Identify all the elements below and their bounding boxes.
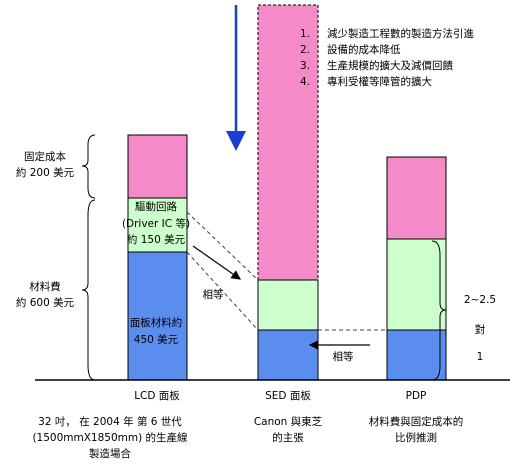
lcd-driver [127,197,188,253]
pdp-fixed [386,156,447,240]
list-item: 專利受權等障管的擴大 [327,75,432,88]
dashed-links [186,211,387,331]
list-item: 減少製造工程數的製造方法引進 [327,27,474,40]
list-item: 設備的成本降低 [327,43,401,56]
list-number: 4. [300,76,310,88]
category-label: LCD 面板 [134,389,180,402]
note: 32 吋， 在 2004 年 第 6 世代 [38,415,182,428]
note: Canon 與東芝 [254,415,323,428]
material-label: 約 600 美元 [16,296,75,309]
list-item: 生產規模的擴大及減價回饋 [327,59,453,72]
category-label: PDP [406,390,427,402]
list-number: 3. [300,60,310,72]
list-number: 1. [300,28,310,40]
note: (1500mmX1850mm) 的生產線 [32,431,188,444]
fixed-cost-label: 約 200 美元 [16,166,75,179]
note: 製造場合 [89,447,131,460]
lcd-fixed [127,134,188,199]
list-number: 2. [300,44,310,56]
note: 的主張 [272,431,304,444]
pdp-driver [386,238,447,331]
panel-label: 面板材料約 [130,316,183,329]
pdp-panel [386,329,447,381]
texts: 1. 減少製造工程數的製造方法引進 2. 設備的成本降低 3. 生產規模的擴大及減價回饋 4… [16,27,496,460]
category-label: SED 面板 [265,389,311,402]
fixed-cost-label: 固定成本 [24,150,66,163]
sed-panel [257,329,319,381]
equal-label: 相等 [203,288,224,301]
lcd-panel [127,251,188,381]
braces [81,134,447,381]
driver-label: (Driver IC 等) [122,217,190,230]
driver-label: 驅動回路 [135,200,177,213]
note: 比例推測 [395,431,437,444]
equal-label: 相等 [333,350,354,363]
driver-label: 約 150 美元 [127,233,186,246]
sed-driver [257,279,319,331]
equal-arrow [192,245,241,280]
material-label: 材料費 [29,280,61,293]
bars [127,4,447,381]
note: 材料費與固定成本的 [369,415,464,428]
sed-fixed [257,4,319,281]
ratio-label: 1 [477,351,484,363]
ratio-label: 對 [475,323,486,336]
panel-label: 450 美元 [134,333,179,346]
ratio-label: 2~2.5 [464,294,496,306]
